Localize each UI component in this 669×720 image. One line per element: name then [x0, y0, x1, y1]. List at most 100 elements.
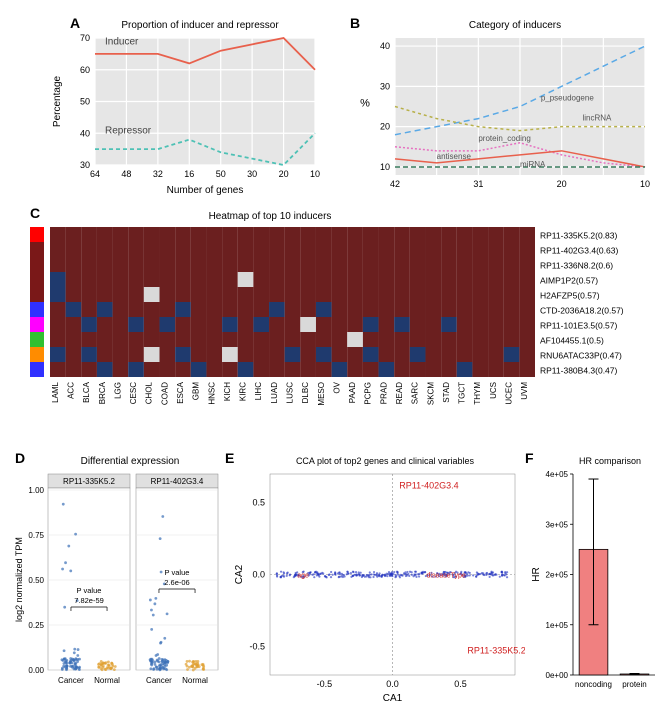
svg-text:CHOL: CHOL	[145, 381, 154, 404]
svg-text:20: 20	[380, 122, 390, 132]
svg-text:CESC: CESC	[129, 382, 138, 404]
svg-text:10: 10	[380, 162, 390, 172]
svg-text:0.25: 0.25	[28, 621, 44, 630]
svg-text:ACC: ACC	[66, 382, 75, 399]
panel-f-letter: F	[525, 450, 534, 466]
svg-text:RP11-380B4.3(0.47): RP11-380B4.3(0.47)	[540, 365, 618, 375]
svg-text:GBM: GBM	[192, 382, 201, 401]
svg-text:2.6e-06: 2.6e-06	[164, 578, 189, 587]
svg-text:0.00: 0.00	[28, 666, 44, 675]
svg-text:64: 64	[90, 169, 100, 179]
svg-text:PAAD: PAAD	[348, 382, 357, 403]
svg-text:-0.5: -0.5	[249, 641, 265, 651]
svg-text:P value: P value	[77, 586, 102, 595]
svg-text:COAD: COAD	[160, 382, 169, 405]
svg-text:RP11-336N8.2(0.6): RP11-336N8.2(0.6)	[540, 260, 613, 270]
svg-text:Cancer: Cancer	[58, 676, 84, 685]
panel-c-svg: Heatmap of top 10 inducers RP11-335K5.2(…	[10, 205, 659, 445]
svg-text:50: 50	[80, 97, 90, 107]
svg-text:Inducer: Inducer	[105, 37, 139, 48]
row-def: D Differential expression log2 normalize…	[10, 450, 659, 710]
svg-text:AIMP1P2(0.57): AIMP1P2(0.57)	[540, 275, 598, 285]
svg-text:CA2: CA2	[234, 564, 245, 584]
panel-f-svg: HR comparison 0e+001e+052e+053e+054e+05n…	[525, 450, 659, 710]
svg-text:STAD: STAD	[442, 382, 451, 403]
svg-text:2e+05: 2e+05	[546, 571, 569, 580]
svg-text:lincRNA: lincRNA	[583, 114, 613, 123]
svg-text:30: 30	[80, 160, 90, 170]
svg-text:LGG: LGG	[113, 382, 122, 399]
svg-text:KIRC: KIRC	[239, 382, 248, 401]
svg-text:LUAD: LUAD	[270, 382, 279, 404]
svg-text:20: 20	[279, 169, 289, 179]
svg-text:4e+05: 4e+05	[546, 470, 569, 479]
panel-c-letter: C	[30, 205, 40, 221]
svg-text:30: 30	[247, 169, 257, 179]
svg-text:Cancer: Cancer	[146, 676, 172, 685]
svg-text:LIHC: LIHC	[254, 382, 263, 400]
svg-text:CA1: CA1	[383, 693, 403, 704]
svg-text:7.82e-59: 7.82e-59	[74, 596, 104, 605]
svg-text:40: 40	[80, 128, 90, 138]
svg-text:10: 10	[640, 179, 650, 189]
svg-text:PRAD: PRAD	[379, 382, 388, 404]
panel-e-letter: E	[225, 450, 234, 466]
svg-text:PCPG: PCPG	[364, 382, 373, 405]
svg-text:antisense: antisense	[437, 152, 472, 161]
panel-d: D Differential expression log2 normalize…	[10, 450, 225, 710]
svg-text:UCEC: UCEC	[505, 382, 514, 405]
svg-text:40: 40	[380, 41, 390, 51]
panel-b-title: Category of inducers	[469, 20, 561, 31]
panel-a-svg: Proportion of inducer and repressor 3040…	[10, 10, 330, 200]
svg-text:Number of genes: Number of genes	[167, 185, 244, 196]
svg-text:diseaseType: diseaseType	[427, 572, 466, 579]
svg-text:50: 50	[216, 169, 226, 179]
svg-text:31: 31	[473, 179, 483, 189]
svg-text:log2 normalized TPM: log2 normalized TPM	[14, 537, 24, 622]
svg-text:READ: READ	[395, 382, 404, 404]
panel-a: A Proportion of inducer and repressor 30…	[10, 10, 330, 200]
svg-text:THYM: THYM	[473, 382, 482, 405]
svg-text:20: 20	[557, 179, 567, 189]
figure-container: A Proportion of inducer and repressor 30…	[10, 10, 659, 710]
panel-d-title: Differential expression	[81, 456, 180, 467]
svg-text:SKCM: SKCM	[426, 382, 435, 405]
svg-text:protein: protein	[622, 680, 646, 689]
svg-text:LAML: LAML	[51, 381, 60, 402]
svg-text:RP11-101E3.5(0.57): RP11-101E3.5(0.57)	[540, 320, 618, 330]
svg-text:AF104455.1(0.5): AF104455.1(0.5)	[540, 335, 604, 345]
svg-text:Normal: Normal	[94, 676, 120, 685]
svg-text:DLBC: DLBC	[301, 382, 310, 404]
panel-c: C Heatmap of top 10 inducers RP11-335K5.…	[10, 205, 659, 445]
svg-text:0.75: 0.75	[28, 531, 44, 540]
svg-text:0.5: 0.5	[252, 498, 265, 508]
svg-text:0e+00: 0e+00	[546, 671, 569, 680]
svg-text:TGCT: TGCT	[458, 382, 467, 404]
svg-text:Repressor: Repressor	[105, 126, 152, 137]
svg-text:age: age	[297, 572, 309, 579]
svg-text:CTD-2036A18.2(0.57): CTD-2036A18.2(0.57)	[540, 305, 624, 315]
svg-text:RP11-335K5.2(0.83): RP11-335K5.2(0.83)	[540, 230, 618, 240]
panel-e-title: CCA plot of top2 genes and clinical vari…	[296, 456, 475, 466]
svg-text:RP11-335K5.2: RP11-335K5.2	[467, 645, 525, 655]
svg-text:OV: OV	[332, 381, 341, 393]
panel-b-svg: Category of inducers 1020304042312010p_p…	[330, 10, 659, 200]
panel-a-letter: A	[70, 15, 80, 31]
svg-text:ESCA: ESCA	[176, 381, 185, 403]
svg-text:miRNA: miRNA	[520, 160, 546, 169]
svg-text:10: 10	[310, 169, 320, 179]
svg-text:0.0: 0.0	[386, 679, 399, 689]
panel-b: B Category of inducers 1020304042312010p…	[330, 10, 659, 200]
svg-text:1e+05: 1e+05	[546, 621, 569, 630]
svg-text:SARC: SARC	[411, 382, 420, 404]
svg-text:P value: P value	[165, 568, 190, 577]
svg-text:LUSC: LUSC	[286, 382, 295, 404]
svg-text:%: %	[360, 98, 370, 110]
svg-text:H2AFZP5(0.57): H2AFZP5(0.57)	[540, 290, 600, 300]
svg-text:0.0: 0.0	[252, 570, 265, 580]
svg-text:Percentage: Percentage	[52, 75, 63, 127]
svg-text:MESO: MESO	[317, 382, 326, 406]
svg-text:42: 42	[390, 179, 400, 189]
svg-text:HR: HR	[531, 567, 542, 581]
svg-text:RP11-402G3.4: RP11-402G3.4	[151, 477, 204, 486]
